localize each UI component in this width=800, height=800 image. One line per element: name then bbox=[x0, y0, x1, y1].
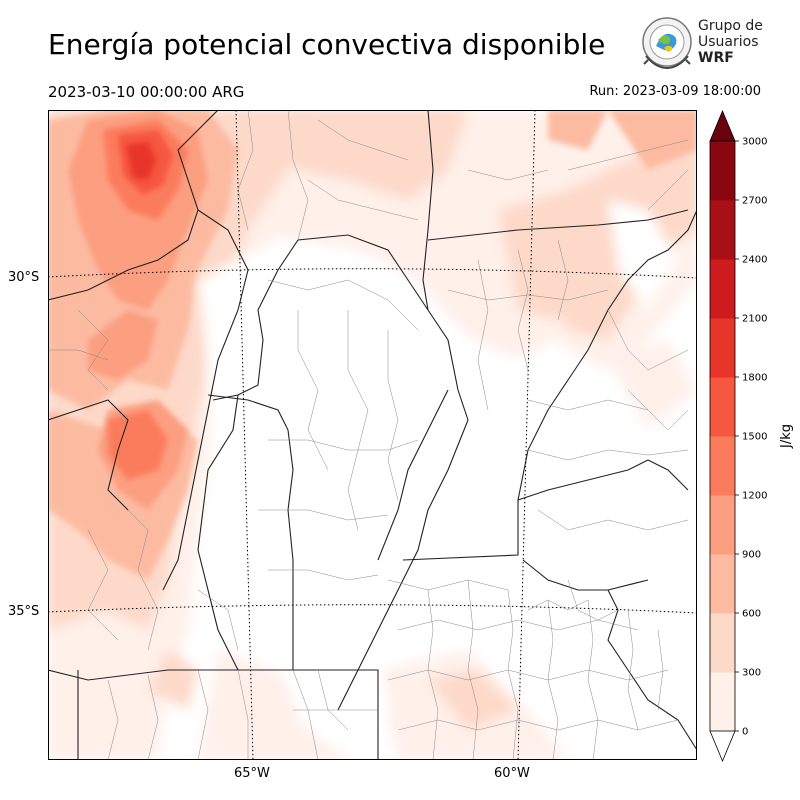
colorbar-segment bbox=[710, 377, 735, 437]
lat-label-30s: 30°S bbox=[8, 270, 40, 285]
colorbar-tick-label: 1200 bbox=[742, 491, 767, 502]
colorbar-extend-max bbox=[709, 109, 736, 142]
colorbar-tick-label: 2700 bbox=[742, 196, 767, 207]
colorbar-tick-label: 1500 bbox=[742, 432, 767, 443]
colorbar-tick-label: 900 bbox=[742, 550, 761, 561]
department-borders bbox=[48, 110, 689, 760]
logo-text: Grupo de Usuarios WRF bbox=[698, 18, 763, 66]
valid-time: 2023-03-10 00:00:00 ARG bbox=[48, 83, 245, 101]
lon-label-60w: 60°W bbox=[494, 766, 530, 781]
page-title: Energía potencial convectiva disponible bbox=[48, 28, 606, 61]
colorbar-tick-label: 1800 bbox=[742, 373, 767, 384]
colorbar-segment bbox=[710, 200, 735, 260]
colorbar-tick-label: 2400 bbox=[742, 255, 767, 266]
colorbar-extend-min bbox=[709, 730, 736, 763]
colorbar-segment bbox=[710, 495, 735, 555]
lon-label-65w: 65°W bbox=[234, 766, 270, 781]
colorbar-segment bbox=[710, 259, 735, 319]
colorbar-label: J/kg bbox=[779, 424, 794, 449]
cape-field bbox=[48, 110, 697, 760]
colorbar-tick-label: 600 bbox=[742, 609, 761, 620]
lat-label-35s: 35°S bbox=[8, 604, 40, 619]
colorbar-tick-label: 0 bbox=[742, 727, 748, 738]
colorbar: 0 300 600 900 1200 1500 1800 2100 2400 2700 3000 J/… bbox=[709, 109, 794, 763]
colorbar-tick-label: 300 bbox=[742, 668, 761, 679]
colorbar-segment bbox=[710, 613, 735, 673]
logo-line3: WRF bbox=[698, 50, 734, 66]
province-borders bbox=[48, 110, 697, 760]
colorbar-segment bbox=[710, 141, 735, 201]
logo: Grupo de Usuarios WRF bbox=[638, 16, 768, 72]
graticule bbox=[48, 110, 697, 760]
colorbar-tick-label: 3000 bbox=[742, 137, 767, 148]
colorbar-tick-label: 2100 bbox=[742, 314, 767, 325]
colorbar-segment bbox=[710, 318, 735, 378]
colorbar-segment bbox=[710, 436, 735, 496]
colorbar-segment bbox=[710, 672, 735, 732]
colorbar-segment bbox=[710, 554, 735, 614]
logo-line2: Usuarios bbox=[698, 34, 759, 50]
cape-map bbox=[48, 110, 697, 760]
run-time: Run: 2023-03-09 18:00:00 bbox=[589, 84, 761, 99]
logo-line1: Grupo de bbox=[698, 18, 763, 34]
logo-emblem-icon bbox=[642, 17, 692, 70]
